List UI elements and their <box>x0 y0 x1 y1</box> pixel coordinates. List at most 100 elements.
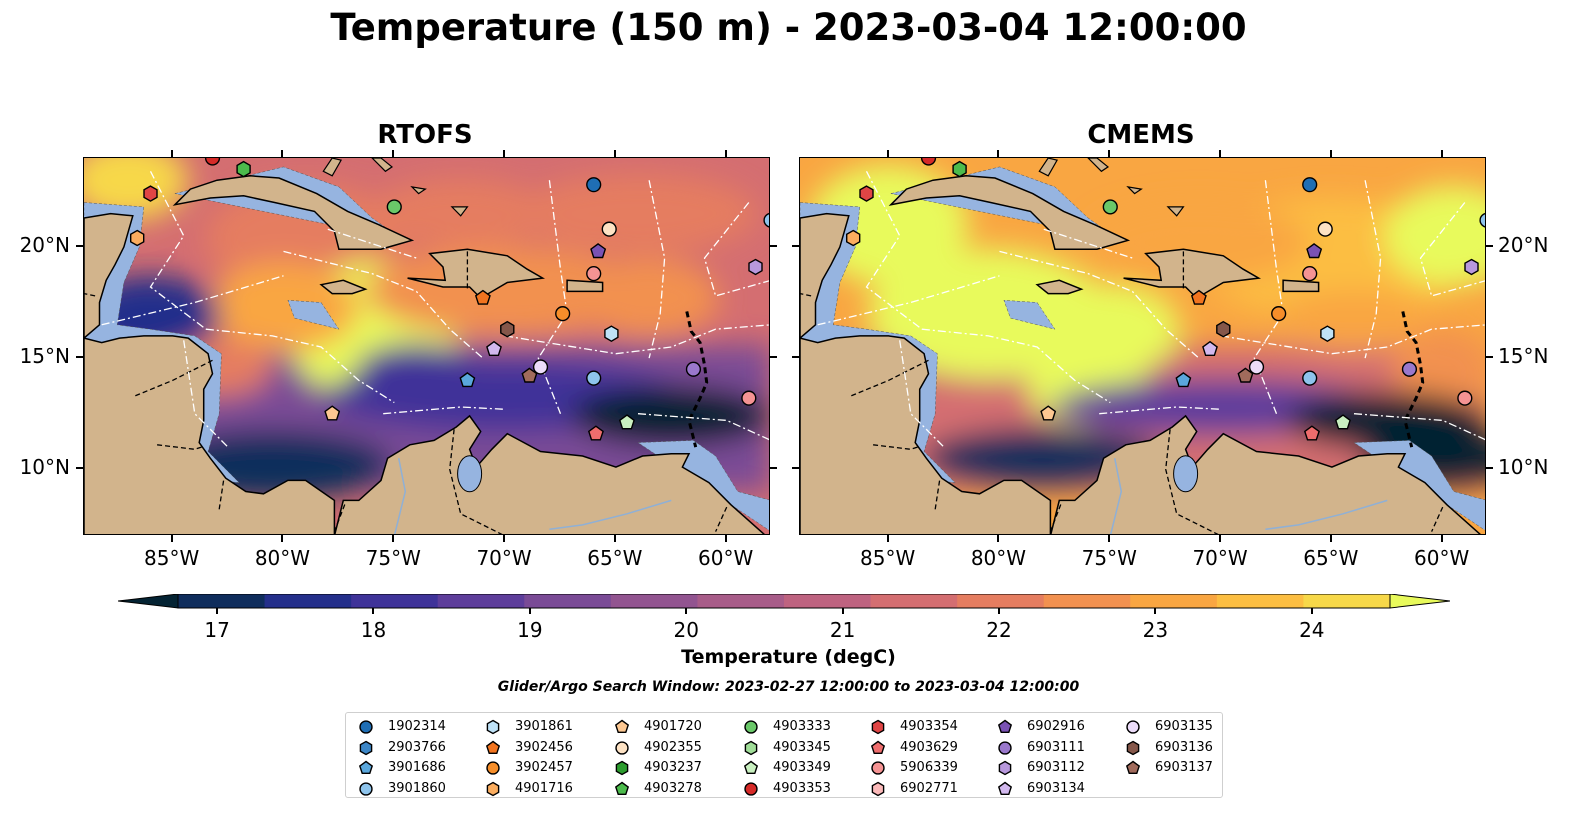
legend-marker-icon <box>998 740 1012 755</box>
legend-marker <box>1126 720 1140 734</box>
colorbar-min-arrow <box>117 593 179 609</box>
legend-marker <box>359 781 373 796</box>
legend-label: 4903278 <box>644 780 702 796</box>
colorbar-tick-label: 23 <box>1142 618 1169 642</box>
lon-tick <box>613 150 616 157</box>
lon-tick <box>1219 535 1222 542</box>
lon-tick <box>1440 535 1443 542</box>
colorbar-bin <box>178 594 266 608</box>
float-marker <box>386 199 402 215</box>
legend-marker-icon <box>1126 720 1140 734</box>
float-marker <box>586 370 602 386</box>
country-border <box>1049 502 1063 532</box>
legend-marker-icon <box>744 740 758 755</box>
lon-tick <box>886 535 889 542</box>
colorbar-bin <box>351 594 439 608</box>
country-border <box>157 444 202 450</box>
eez-boundary <box>1419 202 1485 297</box>
legend-marker <box>997 719 1013 733</box>
legend-marker-icon <box>744 781 758 796</box>
legend-marker <box>870 740 886 754</box>
legend-label: 6903134 <box>1027 780 1085 796</box>
legend-marker-icon <box>615 760 629 776</box>
float-marker <box>1464 258 1479 276</box>
legend-label: 3901860 <box>388 780 446 796</box>
legend-marker <box>615 760 629 776</box>
legend-marker <box>998 760 1012 776</box>
colorbar-tick-label: 19 <box>517 618 543 642</box>
legend-marker <box>744 720 758 734</box>
land-bahamas <box>410 186 427 195</box>
float-marker <box>1302 177 1318 193</box>
float-marker <box>587 425 604 441</box>
lat-tick <box>76 467 83 470</box>
float-marker <box>486 340 502 356</box>
lat-tick <box>770 244 777 247</box>
lat-tick-label: 10°N <box>19 455 70 480</box>
lat-tick <box>76 244 83 247</box>
legend-marker <box>744 740 758 755</box>
land-cuba <box>888 175 1131 250</box>
legend-marker <box>614 781 630 795</box>
lesser-antilles <box>1401 311 1425 448</box>
legend-marker-icon <box>486 761 500 775</box>
river <box>394 458 407 534</box>
float-marker <box>474 289 491 305</box>
float-marker <box>741 390 757 406</box>
land-hispaniola <box>407 248 546 300</box>
eez-boundary <box>921 328 1111 404</box>
legend-marker <box>871 761 885 775</box>
float-marker <box>1271 306 1287 322</box>
eez-boundary <box>703 202 769 297</box>
land-bahamas <box>371 158 394 173</box>
lat-tick <box>770 467 777 470</box>
legend-marker <box>486 781 500 796</box>
float-marker <box>1190 289 1207 305</box>
colorbar-max-arrow <box>1389 593 1451 609</box>
map-panel-rtofs <box>83 157 770 535</box>
float-marker <box>1040 405 1057 421</box>
eez-boundary <box>999 250 1200 359</box>
colorbar-tick-label: 20 <box>673 618 699 642</box>
lon-tick <box>724 535 727 542</box>
lat-tick <box>76 356 83 359</box>
lat-tick <box>1486 244 1493 247</box>
land-bahamas <box>1166 206 1185 217</box>
float-marker <box>1401 361 1418 377</box>
lon-tick-label: 80°W <box>970 546 1027 570</box>
legend-marker <box>486 761 500 775</box>
lon-tick <box>503 535 506 542</box>
chart-title: Temperature (150 m) - 2023-03-04 12:00:0… <box>330 6 1247 49</box>
legend-marker-icon <box>871 761 885 775</box>
land-puerto-rico <box>1282 279 1320 293</box>
float-marker <box>1303 425 1320 441</box>
legend-marker <box>359 720 373 734</box>
lake-maracaibo <box>1173 455 1199 493</box>
float-marker <box>1237 367 1254 383</box>
float-marker <box>1317 221 1333 237</box>
float-marker <box>604 325 619 343</box>
lon-tick <box>503 150 506 157</box>
lon-tick <box>1219 150 1222 157</box>
continental-shelf <box>1003 300 1056 330</box>
legend-label: 6903111 <box>1027 739 1085 755</box>
float-marker <box>236 160 251 178</box>
eez-boundary <box>1099 406 1222 415</box>
legend-label: 5906339 <box>900 760 958 775</box>
float-marker <box>1306 243 1323 259</box>
colorbar-bin <box>437 594 525 608</box>
legend-marker-icon <box>870 740 886 754</box>
legend-marker <box>1125 760 1141 774</box>
land-bahamas <box>322 158 343 177</box>
lon-tick <box>886 150 889 157</box>
legend-marker <box>743 760 759 774</box>
lon-tick <box>392 535 395 542</box>
country-border <box>449 429 503 534</box>
legend-marker <box>614 719 630 733</box>
colorbar-tick-label: 17 <box>204 618 230 642</box>
river <box>549 499 672 531</box>
float-marker <box>618 414 635 430</box>
float-marker <box>1175 372 1192 388</box>
colorbar: 17 18 19 20 21 22 23 24 <box>117 593 1451 642</box>
lat-tick <box>1486 356 1493 359</box>
